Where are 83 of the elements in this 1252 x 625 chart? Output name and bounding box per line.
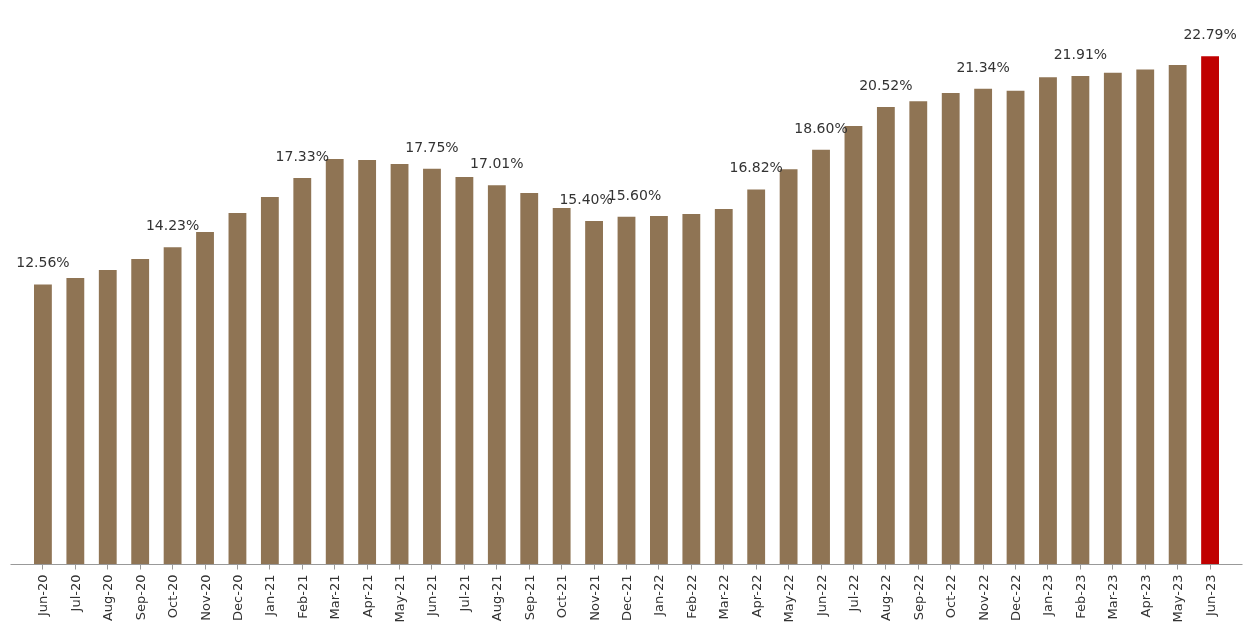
x-tick-label: Jun-23 [1202,574,1218,618]
x-tick-label: Dec-20 [229,574,245,621]
bar [1006,90,1025,565]
x-tick-label: Aug-22 [878,574,894,622]
bar [358,160,377,565]
data-label: 17.01% [470,155,524,172]
bar [487,185,506,565]
bar [1168,65,1187,565]
x-tick-label: Oct-20 [165,574,181,619]
bar [423,168,441,565]
x-tick-label: Sep-20 [132,574,148,621]
x-tick-label: Jun-20 [35,574,51,618]
data-label: 17.75% [405,138,459,155]
x-tick-label: Feb-21 [294,574,310,619]
bar [131,259,150,565]
data-label: 18.60% [794,119,848,136]
x-tick-label: Apr-22 [748,574,764,618]
bar [455,176,474,565]
bar [390,164,409,565]
data-label: 21.91% [1053,45,1108,62]
bar [747,189,766,565]
data-label: 14.23% [145,217,200,234]
x-tick-label: May-23 [1170,574,1186,623]
bar [1136,69,1155,565]
x-tick-label: Nov-22 [975,574,991,621]
x-tick-label: Jan-22 [651,574,667,617]
x-tick-label: Mar-22 [716,574,732,620]
x-tick-label: Jun-22 [813,574,829,618]
x-tick-label: Apr-23 [1137,574,1153,618]
x-tick-label: Jan-23 [1040,574,1056,617]
bar [228,213,247,565]
x-tick-label: Oct-22 [943,574,959,619]
bar [260,197,279,565]
bar [650,215,668,565]
data-label: 17.33% [275,148,329,165]
bar [66,277,85,565]
bar [1103,72,1122,565]
bar [682,213,701,565]
x-tick-label: Sep-22 [910,574,926,621]
x-tick-label: Mar-21 [327,574,343,620]
x-tick-label: Jul-20 [67,574,83,613]
bar [196,232,214,565]
x-tick-label: Feb-22 [683,574,699,619]
bar [1071,75,1090,565]
x-tick-label: Oct-21 [554,574,570,619]
bar [163,247,182,565]
bar [812,149,830,565]
data-label: 21.34% [956,58,1010,75]
bar [941,93,960,565]
x-tick-label: Dec-22 [1008,574,1024,621]
x-tick-label: Jun-21 [424,574,440,618]
bar [520,193,539,565]
x-tick-label: May-22 [781,574,797,623]
x-tick-label: May-21 [392,574,408,623]
bar [714,209,733,565]
bar [325,159,344,565]
x-tick-label: Dec-21 [619,574,634,621]
x-tick-label: Feb-23 [1072,574,1088,619]
x-tick-label: Nov-21 [586,574,602,621]
bar [293,178,312,565]
data-label: 22.79% [1183,26,1237,43]
bar [98,269,117,565]
data-label: 20.52% [859,76,913,93]
bar [974,88,993,565]
x-tick-label: Apr-21 [359,574,375,618]
bar [585,221,603,565]
bar [552,207,571,565]
x-tick-label: Nov-20 [197,574,213,621]
bar [909,101,928,565]
bar [1201,56,1219,565]
x-tick-label: Aug-21 [489,574,505,622]
bar [617,216,636,565]
data-label: 12.56% [16,254,70,271]
x-tick-label: Mar-23 [1105,574,1121,620]
x-tick-label: Sep-21 [521,574,537,621]
x-tick-label: Aug-20 [100,574,116,622]
x-tick-label: Jul-21 [456,574,472,613]
x-tick-label: Jan-21 [262,574,278,617]
data-label: 16.82% [729,159,783,176]
x-tick-label: Jul-22 [845,574,861,613]
bar [34,284,52,565]
bar [1039,77,1057,565]
bar [876,106,895,565]
